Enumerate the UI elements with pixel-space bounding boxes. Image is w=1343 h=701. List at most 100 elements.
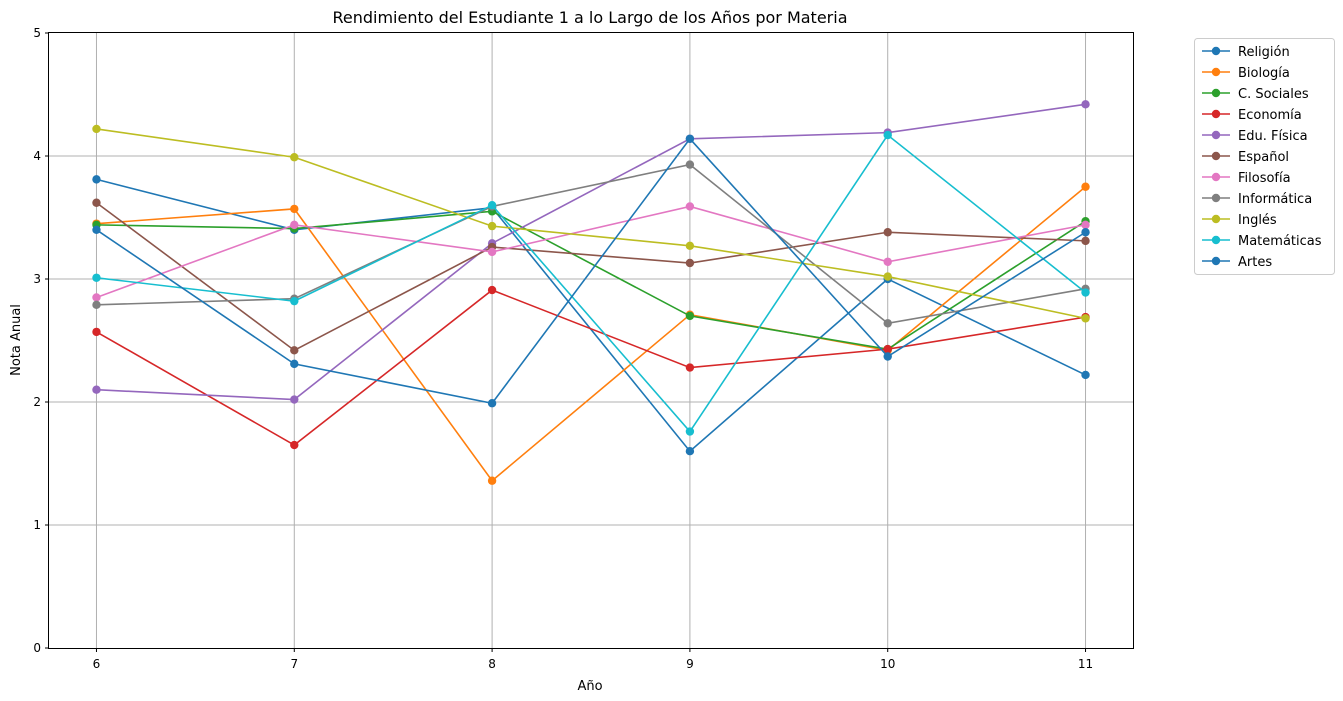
series-line (96, 163, 1086, 325)
data-point (92, 273, 101, 282)
legend-label: Filosofía (1238, 171, 1291, 186)
data-point (1081, 236, 1090, 246)
data-point (290, 359, 299, 369)
data-point (685, 202, 695, 211)
data-point (883, 272, 892, 281)
data-point (290, 296, 299, 306)
legend-label: Matemáticas (1238, 234, 1322, 249)
y-tick-label: 0 (33, 641, 41, 655)
legend-box (1194, 38, 1335, 275)
x-tick-label: 9 (686, 657, 694, 671)
data-point (685, 241, 695, 250)
series-line (96, 128, 1086, 320)
data-point (290, 220, 299, 230)
legend-label: Español (1238, 150, 1289, 165)
data-point (290, 204, 299, 214)
series-group (92, 130, 1090, 436)
data-point (685, 363, 695, 372)
x-axis-label: Año (577, 679, 602, 694)
series-group (92, 285, 1090, 450)
data-point (290, 346, 299, 355)
data-point (1081, 370, 1090, 380)
legend-marker (1211, 193, 1221, 203)
x-tick-label: 11 (1078, 657, 1093, 671)
plot-area-frame (48, 32, 1134, 649)
data-point (883, 319, 892, 328)
legend-marker (1211, 214, 1221, 224)
series-line (96, 137, 1086, 405)
legend-label: Inglés (1238, 213, 1277, 228)
data-point (685, 258, 695, 268)
data-point (92, 198, 101, 207)
series-group (92, 124, 1090, 323)
data-point (290, 153, 299, 162)
x-tick-label: 8 (488, 657, 496, 671)
series-line (96, 186, 1087, 482)
series-line (96, 133, 1087, 433)
legend-marker (1211, 151, 1221, 161)
data-point (883, 352, 892, 361)
y-tick-label: 1 (33, 518, 41, 532)
legend-marker (1211, 46, 1221, 56)
data-point (92, 300, 101, 310)
x-tick-label: 10 (880, 657, 895, 671)
legend-label: Informática (1238, 192, 1312, 207)
x-tick-label: 7 (290, 657, 298, 671)
data-point (883, 130, 892, 140)
data-point (685, 427, 695, 436)
y-tick-label: 5 (33, 26, 41, 40)
y-tick-label: 2 (33, 395, 41, 409)
series-line (96, 205, 1086, 299)
series-line (95, 202, 1086, 352)
y-axis-label: Nota Anual (9, 304, 24, 376)
legend-label: Economía (1238, 108, 1302, 123)
data-point (1081, 314, 1090, 323)
chart-title: Rendimiento del Estudiante 1 a lo Largo … (332, 8, 847, 27)
grid-lines (49, 33, 1133, 648)
y-tick-label: 3 (33, 272, 41, 286)
series-group (92, 202, 1090, 302)
legend-label: Artes (1238, 255, 1272, 270)
data-point (883, 228, 892, 237)
data-point (290, 395, 299, 404)
data-point (487, 285, 497, 295)
series-lines (92, 100, 1090, 485)
data-point (487, 247, 497, 257)
data-point (1081, 100, 1090, 109)
data-point (685, 447, 695, 456)
legend-label: Biología (1238, 66, 1290, 81)
series-line (96, 289, 1086, 447)
data-point (92, 225, 101, 234)
data-point (487, 476, 497, 485)
legend-marker (1211, 130, 1221, 140)
legend-marker (1211, 67, 1221, 77)
data-point (92, 385, 101, 394)
series-group (92, 134, 1090, 408)
legend-marker (1211, 235, 1221, 245)
data-point (883, 257, 892, 266)
y-tick-label: 4 (33, 149, 41, 163)
data-point (487, 221, 497, 231)
legend-marker (1211, 256, 1221, 266)
data-point (1081, 228, 1090, 237)
data-point (883, 344, 892, 354)
legend-marker (1211, 172, 1221, 182)
data-point (92, 175, 101, 184)
data-point (487, 399, 497, 408)
x-tick-label: 6 (93, 657, 101, 671)
data-point (1081, 182, 1090, 191)
legend-marker (1211, 88, 1221, 98)
series-line (96, 210, 1086, 350)
data-point (685, 160, 695, 169)
legend-marker (1211, 109, 1221, 119)
data-point (487, 201, 497, 210)
legend: Religión Biología C. Sociales Economía Edu. … (1194, 38, 1335, 275)
data-point (1081, 220, 1090, 230)
legend-label: Edu. Física (1238, 129, 1308, 144)
data-point (1081, 288, 1090, 297)
series-line (96, 103, 1086, 401)
legend-label: C. Sociales (1238, 87, 1309, 102)
legend-label: Religión (1238, 45, 1290, 60)
data-point (685, 311, 695, 321)
